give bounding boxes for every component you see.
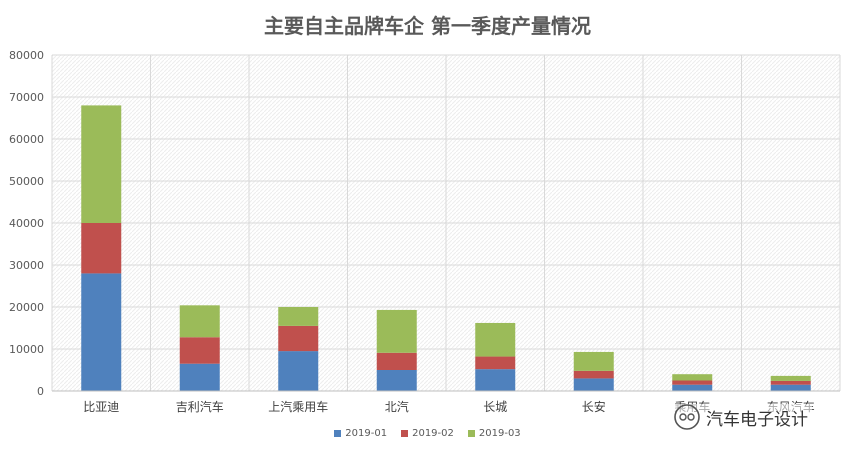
y-tick-label: 70000 xyxy=(9,91,44,104)
bar-2019-02 xyxy=(770,380,811,385)
legend-swatch xyxy=(467,430,475,437)
x-tick-label: 吉利汽车 xyxy=(176,399,224,414)
bar-2019-03 xyxy=(672,374,713,381)
bar-2019-02 xyxy=(179,337,220,364)
bar-2019-02 xyxy=(573,370,614,379)
bar-2019-03 xyxy=(81,105,122,223)
chart-title: 主要自主品牌车企 第一季度产量情况 xyxy=(264,14,591,38)
y-tick-label: 50000 xyxy=(9,175,44,188)
bar-2019-02 xyxy=(278,325,319,352)
y-tick-label: 30000 xyxy=(9,259,44,272)
bar-2019-03 xyxy=(475,322,516,357)
y-tick-label: 0 xyxy=(37,385,44,398)
watermark-text: 汽车电子设计 xyxy=(706,409,808,430)
bar-2019-02 xyxy=(81,223,122,274)
legend-label: 2019-02 xyxy=(412,428,454,439)
legend-item: 2019-02 xyxy=(401,428,454,439)
legend-swatch xyxy=(401,430,409,437)
bar-2019-03 xyxy=(770,375,811,381)
bar-2019-01 xyxy=(278,351,319,391)
bar-2019-01 xyxy=(376,370,417,391)
bar-2019-02 xyxy=(672,380,713,385)
x-tick-label: 比亚迪 xyxy=(83,400,119,414)
y-tick-label: 40000 xyxy=(9,217,44,230)
bar-2019-01 xyxy=(573,378,614,391)
bar-2019-01 xyxy=(672,384,713,391)
legend-swatch xyxy=(334,430,342,437)
y-tick-label: 20000 xyxy=(9,301,44,314)
bar-2019-03 xyxy=(278,307,319,326)
legend-item: 2019-03 xyxy=(467,428,521,439)
x-tick-label: 上汽乘用车 xyxy=(268,399,328,414)
y-tick-label: 60000 xyxy=(9,133,44,146)
bar-2019-03 xyxy=(179,305,220,338)
bar-2019-01 xyxy=(770,384,811,391)
bar-2019-03 xyxy=(573,351,614,371)
x-tick-label: 北汽 xyxy=(385,399,409,414)
legend-item: 2019-01 xyxy=(334,428,387,439)
x-tick-label: 长安 xyxy=(582,399,606,414)
legend-label: 2019-03 xyxy=(478,428,521,439)
bar-2019-02 xyxy=(475,356,516,370)
bar-2019-02 xyxy=(376,352,417,370)
x-tick-label: 长城 xyxy=(483,400,507,414)
legend: 2019-01 2019-02 2019-03 xyxy=(0,428,855,439)
bar-2019-01 xyxy=(81,273,122,391)
bar-2019-01 xyxy=(475,369,516,391)
y-tick-label: 80000 xyxy=(9,49,44,62)
y-tick-label: 10000 xyxy=(9,343,44,356)
bar-2019-01 xyxy=(179,363,220,391)
wechat-logo-icon xyxy=(674,404,700,430)
watermark: 汽车电子设计 xyxy=(670,404,812,430)
legend-label: 2019-01 xyxy=(345,428,388,439)
bar-2019-03 xyxy=(376,309,417,353)
